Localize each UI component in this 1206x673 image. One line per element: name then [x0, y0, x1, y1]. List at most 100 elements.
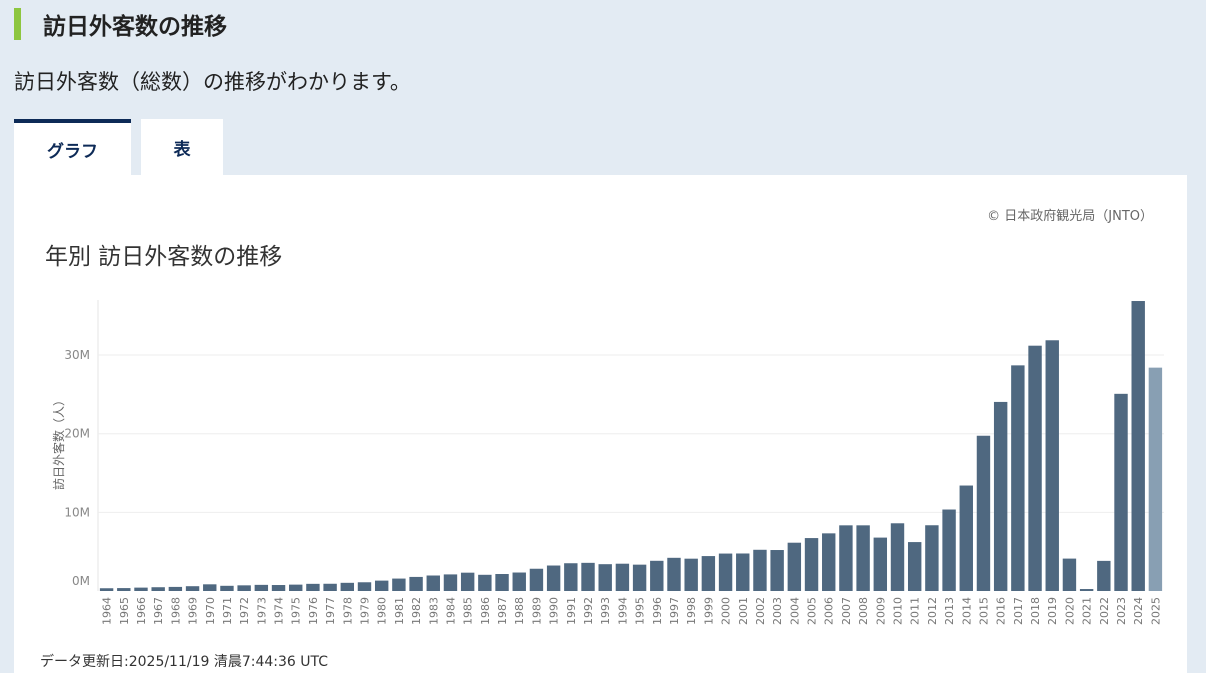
x-tick-label: 2004: [788, 597, 801, 625]
x-tick-label: 1971: [221, 597, 234, 625]
x-tick-label: 1972: [238, 597, 251, 625]
x-tick-label: 1965: [118, 597, 131, 625]
bar-2006: [822, 533, 836, 591]
x-tick-label: 2013: [943, 597, 956, 625]
bar-1988: [512, 572, 526, 591]
x-tick-label: 2020: [1063, 597, 1076, 625]
x-tick-label: 1989: [530, 597, 543, 625]
y-tick-label: 30M: [64, 348, 90, 362]
x-tick-label: 1994: [616, 597, 629, 625]
chart-panel: © 日本政府観光局（JNTO） 年別 訪日外客数の推移 0M 10M 20M 30M 訪…: [14, 175, 1187, 673]
bar-2004: [787, 542, 802, 591]
section-header: 訪日外客数の推移: [14, 8, 227, 40]
bar-2012: [925, 525, 939, 591]
x-tick-label: 1982: [410, 597, 423, 625]
bar-1973: [254, 584, 269, 591]
bar-1993: [598, 564, 612, 591]
bar-1977: [323, 583, 337, 591]
bar-2007: [839, 525, 853, 591]
x-tick-label: 1980: [376, 597, 389, 625]
x-tick-label: 1968: [169, 597, 182, 625]
bar-2002: [753, 549, 767, 591]
tab-graph[interactable]: グラフ: [14, 119, 131, 175]
bar-2001: [736, 553, 750, 591]
bar-1990: [546, 565, 561, 591]
x-tick-label: 1997: [668, 597, 681, 625]
bar-1965: [117, 588, 131, 591]
bar-2000: [718, 553, 733, 591]
x-tick-label: 1986: [479, 597, 492, 625]
bar-2017: [1011, 365, 1025, 591]
y-tick-label: 20M: [64, 427, 90, 441]
x-tick-label: 2001: [737, 597, 750, 625]
bar-2024: [1131, 301, 1145, 591]
x-tick-label: 1995: [634, 597, 647, 625]
bar-2015: [976, 435, 991, 591]
x-tick-label: 2019: [1046, 597, 1059, 625]
x-tick-label: 1978: [341, 597, 354, 625]
x-tick-label: 1992: [582, 597, 595, 625]
bar-1981: [392, 578, 406, 591]
x-tick-label: 1976: [307, 597, 320, 625]
bar-1968: [168, 586, 183, 591]
x-tick-label: 1991: [565, 597, 578, 625]
x-tick-label: 2012: [926, 597, 939, 625]
x-tick-label: 1981: [393, 597, 406, 625]
bar-2021: [1079, 589, 1094, 591]
bar-1986: [478, 574, 492, 591]
bar-1979: [357, 582, 372, 591]
x-tick-label: 2023: [1115, 597, 1128, 625]
x-tick-label: 2015: [977, 597, 990, 625]
x-tick-label: 1974: [273, 597, 286, 625]
bar-2022: [1097, 560, 1111, 591]
x-tick-label: 1996: [651, 597, 664, 625]
x-tick-label: 1987: [496, 597, 509, 625]
chart-title: 年別 訪日外客数の推移: [45, 244, 283, 270]
bar-1984: [443, 574, 458, 591]
bar-2009: [873, 537, 888, 591]
bar-2019: [1045, 340, 1059, 591]
x-tick-label: 1985: [462, 597, 475, 625]
bar-2005: [804, 538, 819, 591]
bar-1995: [632, 564, 647, 591]
x-tick-label: 1988: [513, 597, 526, 625]
tab-table[interactable]: 表: [141, 119, 223, 175]
x-tick-label: 2005: [806, 597, 819, 625]
bar-chart: 0M 10M 20M 30M 訪日外客数（人） 1964 1965 1966 1967 1968 1…: [51, 300, 1164, 625]
x-tick-label: 1979: [359, 597, 372, 625]
bar-1980: [374, 580, 389, 591]
x-tick-label: 1969: [187, 597, 200, 625]
x-tick-label: 1984: [444, 597, 457, 625]
bar-1970: [203, 584, 217, 591]
section-title: 訪日外客数の推移: [43, 14, 227, 40]
copyright-notice: © 日本政府観光局（JNTO）: [987, 209, 1153, 224]
x-tick-label: 2018: [1029, 597, 1042, 625]
x-tick-label: 2007: [840, 597, 853, 625]
x-tick-label: 2010: [892, 597, 905, 625]
x-tick-label: 1977: [324, 597, 337, 625]
bar-1996: [650, 560, 664, 591]
bar-1969: [185, 586, 200, 591]
x-tick-label: 1990: [548, 597, 561, 625]
x-tick-label: 1975: [290, 597, 303, 625]
bar-2003: [770, 550, 784, 591]
x-tick-label: 2024: [1132, 597, 1145, 625]
bar-1974: [271, 585, 286, 591]
x-tick-label: 1966: [135, 597, 148, 625]
bar-1967: [151, 587, 165, 591]
section-accent-bar: [14, 8, 21, 40]
bar-1972: [237, 585, 251, 591]
bar-1976: [306, 583, 320, 591]
bar-2010: [890, 523, 905, 591]
bar-2014: [959, 485, 973, 591]
bar-1964: [99, 588, 114, 591]
x-tick-label: 2000: [720, 597, 733, 625]
x-tick-label: 1967: [152, 597, 165, 625]
bar-1994: [615, 563, 630, 591]
x-tick-label: 2006: [823, 597, 836, 625]
bar-2018: [1028, 345, 1042, 591]
x-tick-label: 2002: [754, 597, 767, 625]
x-tick-label: 1999: [702, 597, 715, 625]
x-tick-label: 1998: [685, 597, 698, 625]
bar-2013: [942, 509, 956, 591]
